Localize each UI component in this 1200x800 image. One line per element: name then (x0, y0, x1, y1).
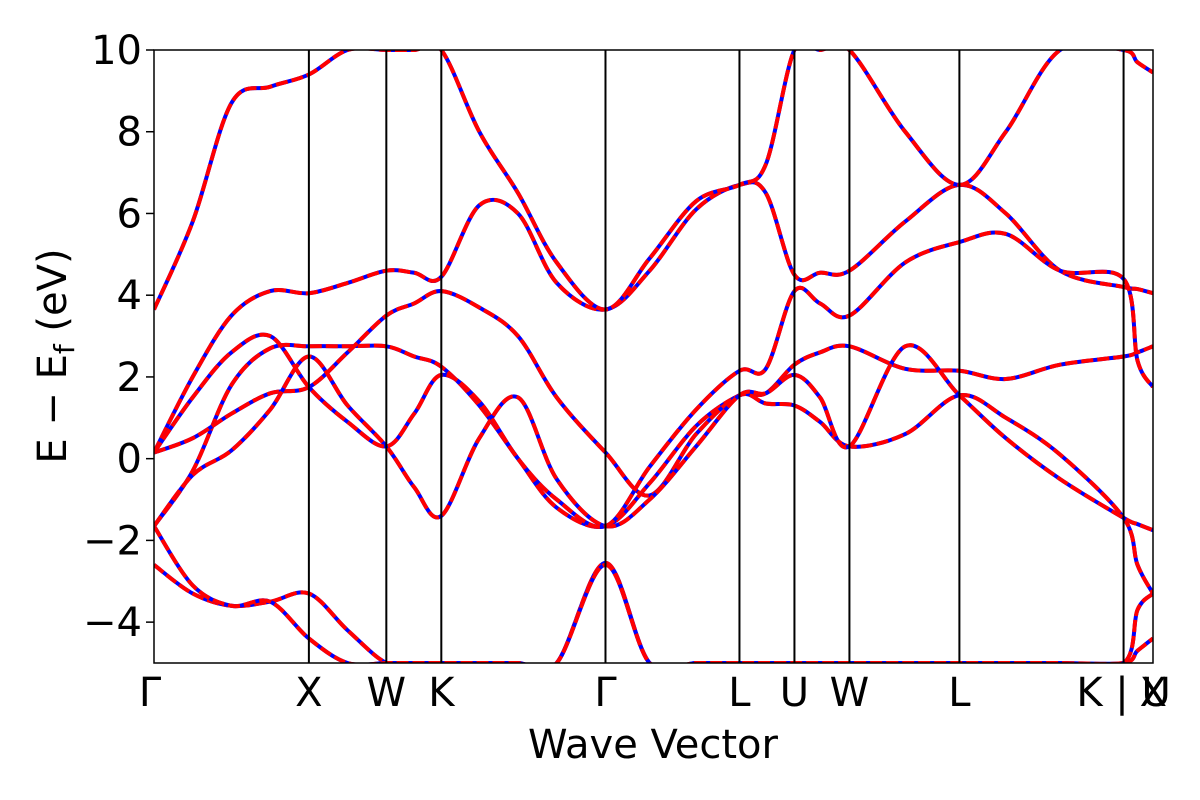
band-1-solid (154, 560, 1153, 663)
x-tick-label: W (367, 670, 407, 716)
bands-layer (154, 50, 1153, 663)
x-tick-label: Γ (139, 670, 162, 716)
x-axis-label: Wave Vector (528, 722, 779, 768)
x-tick-label: X (295, 670, 322, 716)
x-tick-label: K | U (1076, 670, 1170, 716)
plot-frame (153, 49, 1154, 664)
y-tick-label: −2 (83, 518, 142, 564)
band-2-solid (154, 525, 1153, 663)
x-tick-label: K (428, 670, 456, 716)
band-5-dashed (154, 180, 1153, 454)
band-4-dashed (154, 289, 1153, 595)
y-tick-label: 2 (117, 355, 142, 401)
band-4-solid (154, 289, 1153, 595)
y-tick-label: 10 (91, 28, 142, 74)
x-tick-label: X (1140, 670, 1167, 716)
y-tick-label: 0 (117, 437, 142, 483)
y-axis-label: E − Ef (eV) (30, 248, 81, 463)
band-6-solid (154, 50, 1153, 312)
y-axis-label-unit: (eV) (30, 248, 76, 344)
x-tick-label: L (728, 670, 751, 716)
x-tick-label: U (780, 670, 809, 716)
y-tick-label: 6 (117, 191, 142, 237)
y-tick-label: 4 (117, 273, 142, 319)
band-6-dashed (154, 50, 1153, 312)
band-7-dashed (154, 343, 1153, 533)
band-1-dashed (154, 560, 1153, 663)
y-tick-label: −4 (83, 600, 142, 646)
x-tick-label: L (948, 670, 971, 716)
band-2-dashed (154, 525, 1153, 663)
y-axis-label-subscript: f (48, 343, 81, 354)
y-axis: −4 −2 0 2 4 6 8 10 (83, 28, 154, 646)
band-8-dashed (154, 230, 1153, 529)
y-axis-label-main: E − E (30, 354, 76, 464)
kpoint-lines (307, 50, 1125, 663)
y-tick-label: 8 (117, 110, 142, 156)
x-tick-label: Γ (594, 670, 617, 716)
band-3-dashed (154, 342, 1153, 529)
band-7-solid (154, 343, 1153, 533)
x-tick-label: W (830, 670, 870, 716)
band-5-solid (154, 180, 1153, 454)
